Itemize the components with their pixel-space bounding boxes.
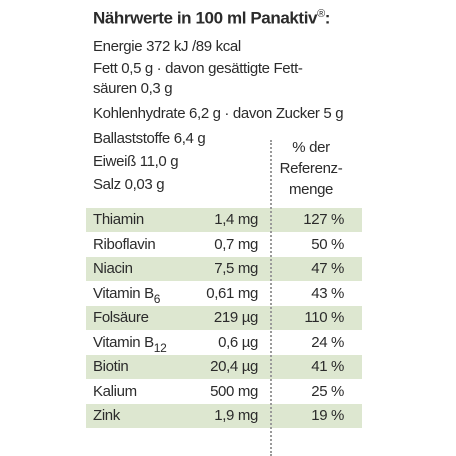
nutrient-name: Folsäure — [93, 309, 149, 327]
registered-mark: ® — [317, 8, 325, 20]
nutrient-name: Kalium — [93, 383, 137, 401]
amount: 1,4 mg — [214, 211, 258, 228]
row-bg — [86, 355, 362, 379]
percent: 25 % — [311, 382, 344, 400]
title: Nährwerte in 100 ml Panaktiv®: — [93, 8, 330, 29]
ref-header: % der — [292, 139, 330, 156]
title-text: Nährwerte in 100 ml Panaktiv — [93, 8, 318, 28]
nutrient-label: Folsäure — [93, 309, 149, 326]
nutrient-name: Niacin — [93, 260, 133, 278]
nutrient-label: Biotin — [93, 358, 129, 375]
nutrient-label: Riboflavin — [93, 235, 156, 253]
amount: 20,4 µg — [210, 358, 258, 375]
ref-header: Referenz- — [279, 160, 343, 177]
amount: 1,9 mg — [214, 407, 258, 424]
info-line: Eiweiß 11,0 g — [93, 153, 179, 170]
nutrient-label: Vitamin B — [93, 284, 154, 302]
amount: 0,6 µg — [218, 333, 258, 351]
nutrient-label: Vitamin B — [93, 333, 154, 351]
divider — [270, 140, 272, 456]
nutrient-name: Riboflavin — [93, 235, 156, 254]
info-line: Ballaststoffe 6,4 g — [93, 130, 206, 147]
row-bg — [86, 404, 362, 428]
amount: 500 mg — [210, 382, 258, 400]
ref-header: menge — [288, 181, 334, 198]
amount: 0,61 mg — [206, 284, 258, 302]
subscript: 12 — [153, 340, 167, 355]
nutrient-label: Thiamin — [93, 211, 144, 228]
row-bg — [86, 306, 362, 330]
percent: 19 % — [311, 407, 344, 424]
info-line: Energie 372 kJ /89 kcal — [93, 38, 241, 55]
amount: 7,5 mg — [214, 260, 258, 277]
percent: 43 % — [311, 284, 344, 302]
percent: 41 % — [311, 358, 344, 375]
percent: 50 % — [311, 235, 344, 253]
nutrient-name: Thiamin — [93, 211, 144, 229]
row-bg — [86, 257, 362, 281]
info-line: säuren 0,3 g — [93, 80, 173, 97]
amount: 0,7 mg — [214, 235, 258, 253]
title-colon: : — [324, 8, 331, 28]
nutrient-name: Vitamin B12 — [93, 333, 167, 357]
nutrient-label: Kalium — [93, 382, 137, 400]
nutrient-name: Zink — [93, 407, 120, 425]
info-line: Kohlenhydrate 6,2 g · davon Zucker 5 g — [93, 105, 344, 122]
percent: 127 % — [303, 211, 344, 228]
percent: 47 % — [311, 260, 344, 277]
info-line: Salz 0,03 g — [93, 176, 165, 193]
nutrient-label: Zink — [93, 407, 120, 424]
nutrient-label: Niacin — [93, 260, 133, 277]
subscript: 6 — [153, 291, 161, 306]
percent: 110 % — [304, 309, 344, 326]
percent: 24 % — [311, 333, 344, 351]
row-bg — [86, 208, 362, 232]
nutrient-name: Vitamin B6 — [93, 285, 160, 308]
amount: 219 µg — [213, 309, 258, 326]
info-line: Fett 0,5 g · davon gesättigte Fett- — [93, 60, 303, 77]
nutrient-name: Biotin — [93, 358, 129, 376]
